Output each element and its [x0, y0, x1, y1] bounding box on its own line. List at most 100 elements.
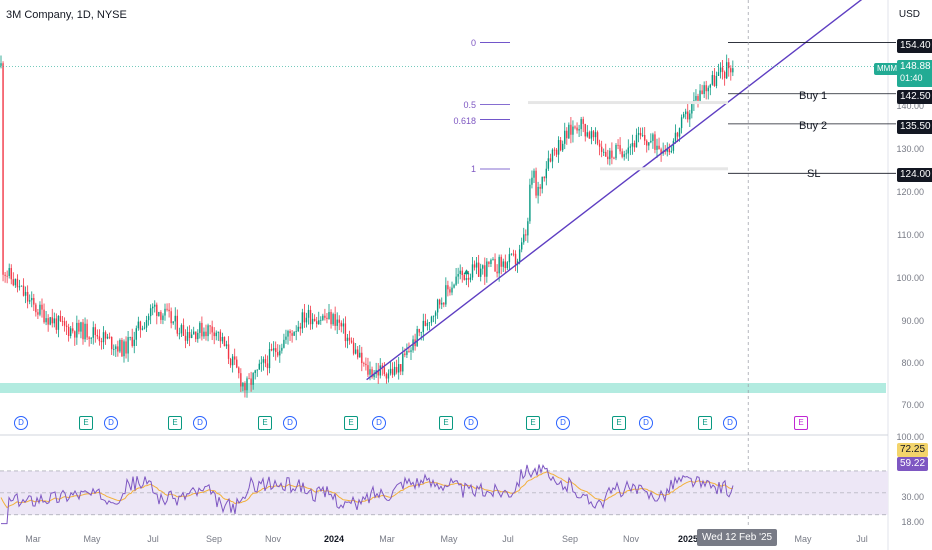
candle-body: [514, 253, 517, 265]
candle-body: [184, 335, 187, 341]
candle-body: [357, 349, 359, 358]
candle-body: [471, 264, 474, 278]
dividend-marker[interactable]: D: [639, 416, 653, 430]
price-tick: 70.00: [901, 400, 924, 410]
candle-body: [660, 149, 662, 154]
candle-body: [88, 337, 90, 339]
candle-body: [527, 221, 529, 236]
candle-body: [12, 279, 14, 286]
candle-body: [221, 336, 224, 342]
time-tick: Nov: [622, 534, 640, 544]
candle-body: [492, 259, 494, 260]
price-tick: 110.00: [897, 230, 924, 240]
candle-body: [18, 286, 21, 288]
candle-body: [646, 140, 648, 146]
candle-body: [555, 149, 558, 155]
symbol-title[interactable]: 3M Company, 1D, NYSE: [6, 9, 127, 21]
trendline: [366, 0, 863, 381]
earnings-marker[interactable]: E: [79, 416, 93, 430]
dividend-marker[interactable]: D: [14, 416, 28, 430]
candle-body: [96, 334, 99, 337]
candle-body: [432, 315, 435, 317]
candle-body: [234, 356, 236, 360]
candle-body: [22, 285, 25, 296]
candle-body: [117, 346, 119, 352]
candle-body: [377, 370, 379, 376]
rsi-tick: 30.00: [901, 492, 924, 502]
current-price: 148.88: [900, 61, 931, 72]
candle-body: [445, 285, 447, 305]
candle-body: [53, 318, 55, 324]
earnings-marker[interactable]: E: [344, 416, 358, 430]
candle-body: [242, 383, 244, 387]
time-tick: May: [440, 534, 458, 544]
earnings-marker[interactable]: E: [612, 416, 626, 430]
candle-body: [145, 320, 148, 328]
candle-body: [629, 146, 632, 148]
candle-body: [303, 312, 306, 323]
candle-body: [461, 270, 463, 276]
candle-body: [55, 318, 58, 330]
dividend-marker[interactable]: D: [104, 416, 118, 430]
candle-body: [562, 143, 564, 151]
candle-body: [611, 150, 613, 158]
candle-body: [365, 363, 367, 366]
candle-body: [584, 123, 586, 137]
candle-body: [670, 150, 673, 153]
candle-body: [336, 319, 338, 326]
sl-label[interactable]: SL: [807, 168, 821, 180]
candle-body: [387, 373, 390, 379]
candle-body: [33, 297, 35, 305]
candle-body: [389, 368, 392, 374]
time-tick: Jul: [856, 534, 868, 544]
earnings-marker[interactable]: E: [698, 416, 712, 430]
buy1-label[interactable]: Buy 1: [799, 90, 828, 102]
candle-body: [72, 328, 74, 332]
candle-body: [504, 261, 506, 269]
buy2-label[interactable]: Buy 2: [799, 120, 828, 132]
candle-body: [699, 90, 701, 101]
candle-body: [363, 363, 365, 364]
candle-body: [598, 143, 601, 147]
candle-body: [270, 348, 273, 351]
currency-label[interactable]: USD: [898, 9, 920, 20]
candle-body: [137, 321, 140, 329]
dividend-marker[interactable]: D: [723, 416, 737, 430]
candle-body: [283, 339, 285, 348]
candle-body: [590, 131, 593, 139]
candle-body: [316, 321, 318, 325]
candle-body: [639, 132, 642, 136]
candle-body: [674, 132, 677, 141]
candle-body: [4, 274, 6, 276]
dividend-marker[interactable]: D: [193, 416, 207, 430]
dividend-marker[interactable]: D: [283, 416, 297, 430]
time-tick: Sep: [561, 534, 579, 544]
dividend-marker[interactable]: D: [464, 416, 478, 430]
candle-body: [47, 318, 49, 325]
candle-body: [297, 326, 299, 332]
candle-body: [709, 84, 711, 88]
earnings-marker[interactable]: E: [258, 416, 272, 430]
candle-body: [76, 322, 78, 338]
dividend-marker[interactable]: D: [372, 416, 386, 430]
candle-body: [453, 284, 455, 288]
dividend-marker[interactable]: D: [556, 416, 570, 430]
earnings-marker-upcoming[interactable]: E: [794, 416, 808, 430]
candle-body: [490, 259, 492, 264]
candle-body: [586, 132, 588, 137]
candle-body: [635, 134, 638, 148]
candle-body: [82, 322, 84, 340]
candle-body: [322, 315, 324, 320]
candle-body: [330, 312, 332, 325]
candle-body: [84, 323, 86, 340]
earnings-marker[interactable]: E: [439, 416, 453, 430]
candle-body: [180, 325, 183, 334]
candle-body: [215, 332, 217, 337]
candle-body: [385, 374, 388, 379]
candle-body: [594, 132, 597, 138]
candle-body: [305, 317, 308, 323]
earnings-marker[interactable]: E: [168, 416, 182, 430]
time-tick-year: 2024: [323, 534, 345, 544]
earnings-marker[interactable]: E: [526, 416, 540, 430]
